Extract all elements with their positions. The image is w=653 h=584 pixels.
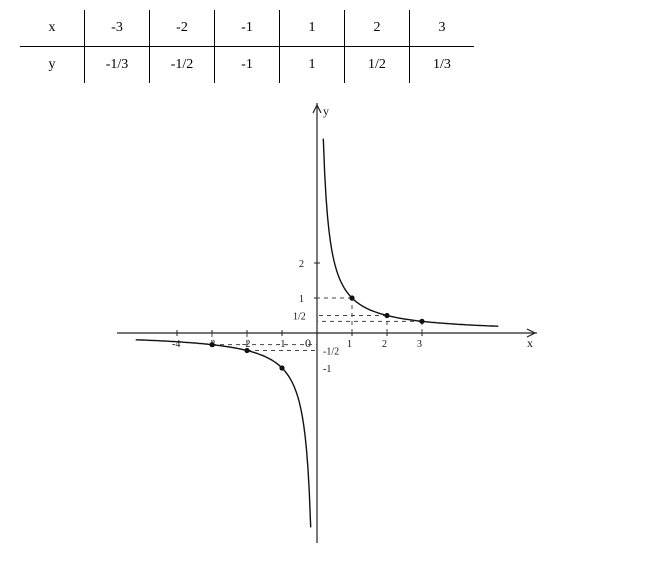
cell: 1/3 <box>410 47 475 84</box>
svg-text:1: 1 <box>299 294 304 305</box>
cell: -3 <box>85 10 150 47</box>
cell: -1 <box>215 47 280 84</box>
cell: -1 <box>215 10 280 47</box>
svg-text:1: 1 <box>347 339 352 350</box>
cell: -1/3 <box>85 47 150 84</box>
svg-text:-1/2: -1/2 <box>323 347 339 358</box>
svg-text:3: 3 <box>417 339 422 350</box>
graph-container: xy0-4-3-2-1123121/2-1/2-1 <box>10 103 643 543</box>
svg-text:-1: -1 <box>323 364 331 375</box>
svg-text:1/2: 1/2 <box>293 312 306 323</box>
cell: 1/2 <box>345 47 410 84</box>
svg-text:0: 0 <box>305 336 311 350</box>
svg-text:2: 2 <box>299 259 304 270</box>
cell: y <box>20 47 85 84</box>
reciprocal-graph: xy0-4-3-2-1123121/2-1/2-1 <box>117 103 537 543</box>
cell: 1 <box>280 47 345 84</box>
cell: x <box>20 10 85 47</box>
table-row: y -1/3 -1/2 -1 1 1/2 1/3 <box>20 47 474 84</box>
xy-table: x -3 -2 -1 1 2 3 y -1/3 -1/2 -1 1 1/2 1/… <box>20 10 643 83</box>
svg-text:x: x <box>527 336 533 350</box>
cell: 3 <box>410 10 475 47</box>
cell: 1 <box>280 10 345 47</box>
cell: -2 <box>150 10 215 47</box>
table: x -3 -2 -1 1 2 3 y -1/3 -1/2 -1 1 1/2 1/… <box>20 10 474 83</box>
svg-text:-4: -4 <box>172 339 180 350</box>
cell: -1/2 <box>150 47 215 84</box>
table-row: x -3 -2 -1 1 2 3 <box>20 10 474 47</box>
svg-text:y: y <box>323 104 329 118</box>
cell: 2 <box>345 10 410 47</box>
svg-text:2: 2 <box>382 339 387 350</box>
